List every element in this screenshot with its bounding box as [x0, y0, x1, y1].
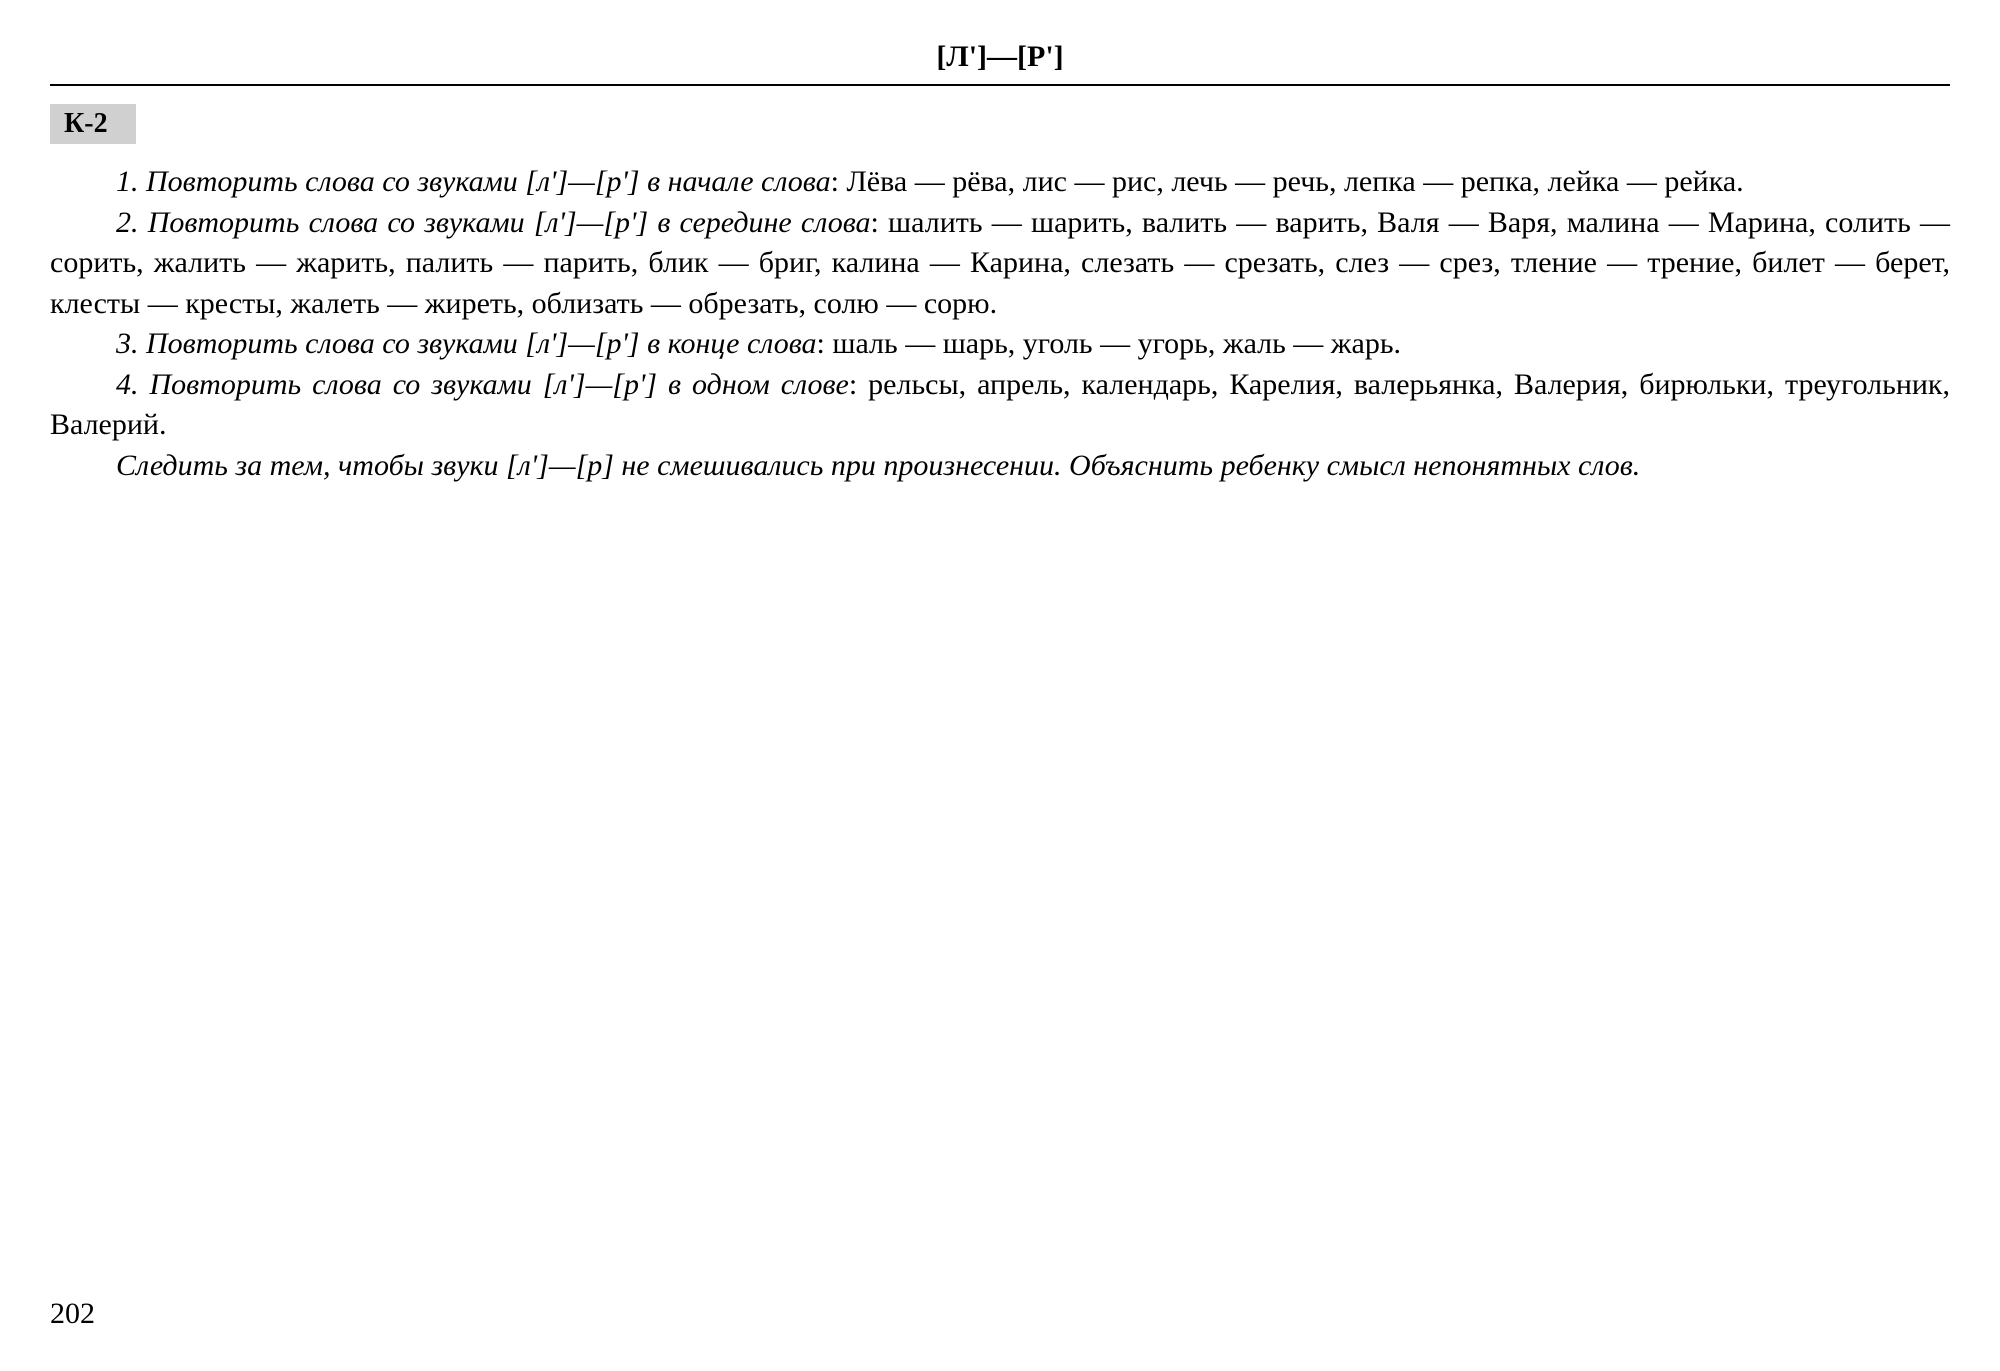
header-rule — [50, 84, 1950, 86]
paragraph-2: 2. Повторить слова со звуками [л']—[р'] … — [50, 203, 1950, 325]
paragraph-1: 1. Повторить слова со звуками [л']—[р'] … — [50, 162, 1950, 203]
paragraph-3-body: : шаль — шарь, уголь — угорь, жаль — жар… — [817, 327, 1402, 360]
paragraph-4-lead: 4. Повторить слова со звуками [л']—[р'] … — [116, 368, 849, 401]
content-body: 1. Повторить слова со звуками [л']—[р'] … — [50, 162, 1950, 486]
paragraph-1-lead: 1. Повторить слова со звуками [л']—[р'] … — [116, 165, 831, 198]
paragraph-5: Следить за тем, чтобы звуки [л']—[р] не … — [50, 446, 1950, 487]
page-number: 202 — [50, 1297, 95, 1331]
paragraph-3-lead: 3. Повторить слова со звуками [л']—[р'] … — [116, 327, 817, 360]
paragraph-4: 4. Повторить слова со звуками [л']—[р'] … — [50, 365, 1950, 446]
paragraph-1-body: : Лёва — рёва, лис — рис, лечь — речь, л… — [831, 165, 1744, 198]
page-header: [Л']—[Р'] — [50, 40, 1950, 74]
paragraph-3: 3. Повторить слова со звуками [л']—[р'] … — [50, 324, 1950, 365]
section-label: К-2 — [50, 104, 136, 144]
paragraph-2-lead: 2. Повторить слова со звуками [л']—[р'] … — [116, 206, 871, 239]
paragraph-5-text: Следить за тем, чтобы звуки [л']—[р] не … — [116, 449, 1640, 482]
